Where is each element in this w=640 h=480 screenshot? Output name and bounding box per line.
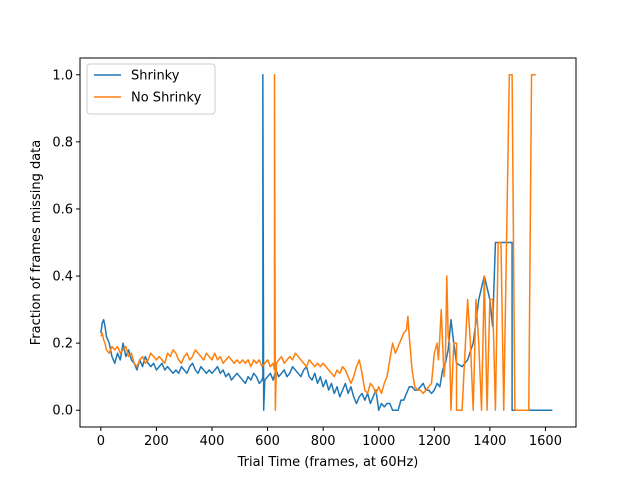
- x-tick-label: 800: [311, 434, 336, 449]
- y-tick-label: 1.0: [52, 68, 73, 83]
- y-axis-label: Fraction of frames missing data: [29, 140, 44, 345]
- x-tick-label: 1400: [473, 434, 506, 449]
- plot-area: [80, 58, 576, 427]
- y-tick-label: 0.0: [52, 404, 73, 419]
- series-line-no-shrinky: [100, 74, 536, 411]
- x-axis-label: Trial Time (frames, at 60Hz): [237, 455, 419, 470]
- x-tick-label: 1000: [362, 434, 395, 449]
- legend: Shrinky No Shrinky: [86, 63, 216, 115]
- axes-spines: [79, 57, 577, 428]
- y-tick-label: 0.6: [52, 202, 73, 217]
- legend-box: [86, 63, 216, 115]
- x-tick-label: 1200: [418, 434, 451, 449]
- y-tick-label: 0.2: [52, 337, 73, 352]
- y-axis-ticks: 0.0 0.2 0.4 0.6 0.8 1.0: [52, 68, 80, 419]
- series-line-shrinky: [100, 74, 553, 411]
- x-axis-ticks: 0 200 400 600 800 1000 1200 1400 1600: [97, 427, 562, 449]
- x-tick-label: 400: [200, 434, 225, 449]
- legend-label-shrinky: Shrinky: [131, 69, 180, 84]
- legend-label-no-shrinky: No Shrinky: [131, 91, 202, 106]
- x-tick-label: 200: [144, 434, 169, 449]
- x-tick-label: 600: [255, 434, 280, 449]
- y-tick-label: 0.8: [52, 135, 73, 150]
- y-tick-label: 0.4: [52, 270, 73, 285]
- x-tick-label: 1600: [529, 434, 562, 449]
- x-tick-label: 0: [97, 434, 105, 449]
- axes-frame: [79, 57, 577, 428]
- series-layer: [100, 74, 553, 411]
